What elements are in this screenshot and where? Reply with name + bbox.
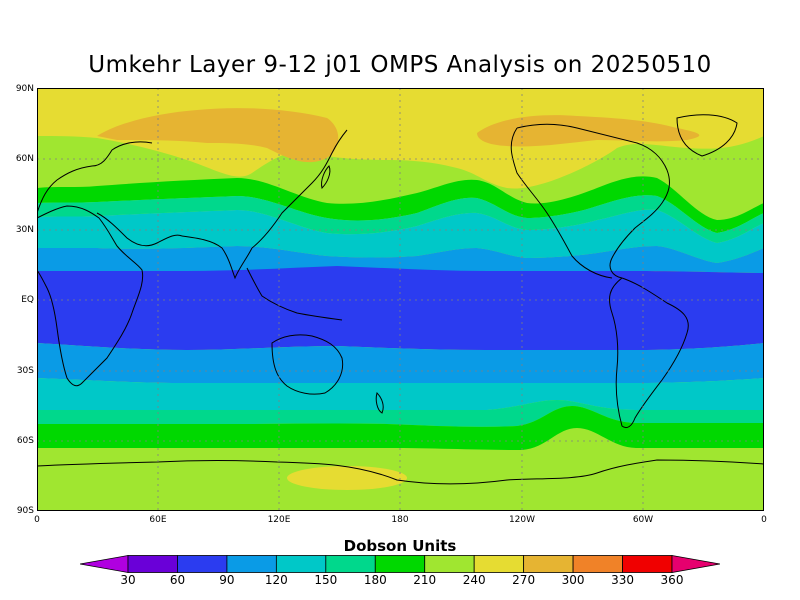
colorbar-box [424, 555, 475, 573]
band-180-210-south [37, 406, 764, 450]
band-240-270-antarctica [287, 466, 407, 490]
coast-arabia [96, 212, 183, 247]
lat-label-30s: 30S [16, 366, 34, 376]
colorbar-tick-label: 180 [363, 573, 387, 587]
lon-label-60e: 60E [149, 515, 167, 525]
colorbar-box [177, 555, 228, 573]
colorbar-tick-label: 210 [413, 573, 437, 587]
coast-nz [375, 392, 384, 414]
lon-label-0-right: 0 [761, 515, 767, 525]
band-150-180-south [37, 400, 764, 427]
colorbar-tick-label: 300 [561, 573, 585, 587]
colorbar-box [622, 555, 673, 573]
lon-label-0-left: 0 [34, 515, 40, 525]
colorbar-tick-label: 90 [219, 573, 235, 587]
colorbar-tick-label: 30 [120, 573, 136, 587]
coastlines [37, 114, 764, 485]
lat-label-eq: EQ [21, 295, 34, 305]
band-90-120-south [37, 343, 764, 383]
coast-japan [321, 165, 331, 189]
band-120-150-north [37, 209, 764, 263]
lat-label-60n: 60N [15, 154, 34, 164]
colorbar-tick-label: 150 [314, 573, 338, 587]
band-180-210-north [37, 176, 764, 233]
colorbar-lower-extend [80, 555, 129, 573]
band-270-300-siberia [97, 108, 339, 163]
colorbar-box [325, 555, 376, 573]
map-frame [37, 88, 764, 511]
colorbar-upper-extend [671, 555, 720, 573]
colorbar-box [226, 555, 277, 573]
lat-label-90s: 90S [16, 506, 34, 516]
colorbar [80, 555, 720, 573]
colorbar-tick-label: 330 [611, 573, 634, 587]
ozone-map [37, 88, 764, 511]
colorbar-box [572, 555, 623, 573]
lat-label-60s: 60S [16, 436, 34, 446]
colorbar-box [374, 555, 426, 573]
map-title: Umkehr Layer 9-12 j01 OMPS Analysis on 2… [88, 52, 712, 78]
coast-west-na [510, 127, 613, 279]
colorbar-tick-label: 120 [264, 573, 288, 587]
band-120-150-south [37, 378, 764, 410]
coast-india [181, 235, 253, 280]
coast-sea [246, 267, 343, 321]
coast-north-america [516, 123, 670, 279]
colorbar-tick-label: 360 [660, 573, 684, 587]
lat-label-90n: 90N [15, 84, 34, 94]
colorbar-tick-label: 60 [169, 573, 186, 587]
lon-label-180: 180 [391, 515, 409, 525]
colorbar-box [473, 555, 525, 573]
colorbar-tick-label: 240 [462, 573, 486, 587]
colorbar-tick-label: 270 [512, 573, 536, 587]
coast-africa [37, 205, 144, 387]
coast-europe [37, 141, 153, 214]
lon-label-120e: 120E [267, 515, 291, 525]
coast-greenland [676, 114, 738, 157]
lon-label-60w: 60W [632, 515, 654, 525]
colorbar-box [127, 555, 178, 573]
colorbar-box [523, 555, 574, 573]
colorbar-title: Dobson Units [343, 537, 457, 555]
coast-australia [271, 334, 344, 395]
coast-east-asia [251, 129, 348, 249]
band-150-180-north [37, 195, 764, 243]
band-60-90-equator [37, 266, 764, 350]
graticule [37, 88, 764, 511]
coast-antarctica [37, 459, 764, 485]
lon-label-120w: 120W [508, 515, 536, 525]
lat-label-30n: 30N [15, 225, 34, 235]
coast-south-america [609, 277, 689, 429]
colorbar-box [275, 555, 327, 573]
